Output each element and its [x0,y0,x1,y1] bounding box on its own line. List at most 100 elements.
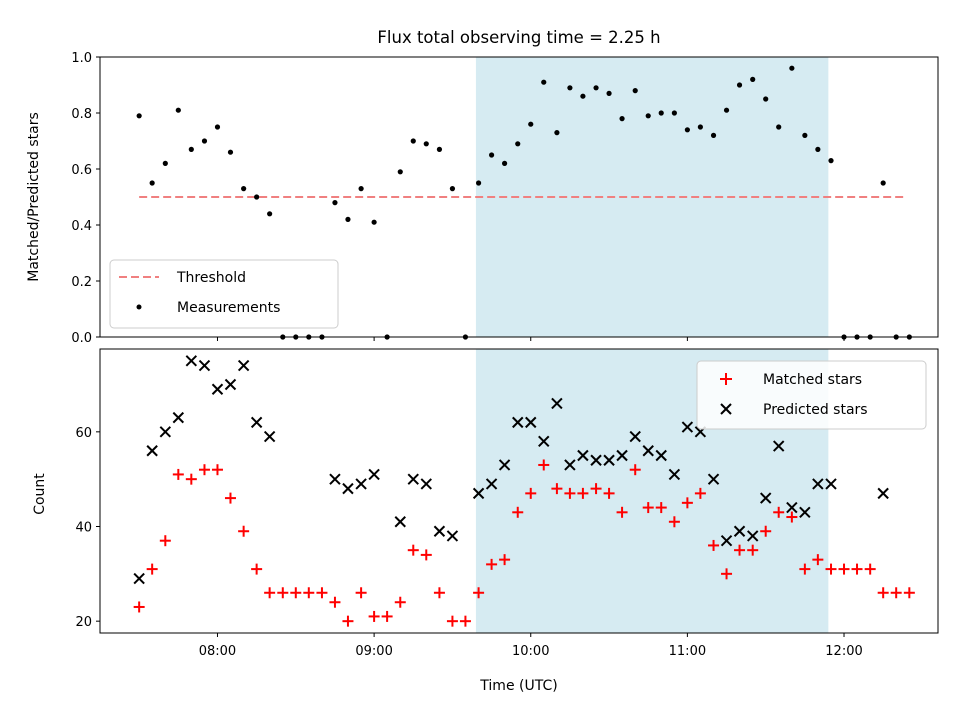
measurement-point [345,216,351,222]
measurement-point [671,110,677,116]
measurement-point [567,85,573,91]
ratio-y-tick-label: 0.4 [71,219,92,234]
measurement-point [697,124,703,130]
predicted-star-point [616,449,628,462]
matched-star-point [799,563,811,575]
legend-predicted-label: Predicted stars [763,402,868,418]
matched-star-point [668,516,680,528]
time-x-tick-label: 10:00 [512,644,549,659]
matched-star-point [786,511,798,523]
measurement-point [684,127,690,133]
matched-star-point [538,459,550,471]
predicted-star-point [185,355,198,367]
matched-star-point [877,587,889,599]
predicted-star-point [420,478,432,490]
matched-star-point [851,563,863,575]
ratio-panel: 0.0 0.2 0.4 0.6 0.8 1.0 Matched/Predicted sta… [26,51,939,346]
measurement-point [554,130,560,136]
measurement-point [776,124,782,130]
predicted-star-point [746,530,759,542]
matched-star-point [329,596,341,608]
measurement-point [815,146,821,152]
predicted-star-point [603,454,615,466]
predicted-star-point [263,430,276,443]
matched-star-point [303,587,315,599]
time-x-tick-label: 11:00 [669,644,706,659]
counts-legend: Matched stars Predicted stars [696,360,927,430]
predicted-star-point [668,468,681,481]
matched-star-point [525,487,537,499]
predicted-star-point [629,430,641,443]
measurement-point [580,93,586,99]
predicted-star-point [538,435,550,448]
time-xlabel: Time (UTC) [479,678,557,694]
ratio-y-tick-label: 0.2 [71,275,92,290]
count-y-tick-label: 40 [75,521,92,536]
matched-star-point [603,487,615,499]
matched-star-point [316,587,328,599]
ratio-panel-frame [99,56,939,338]
predicted-star-point [342,482,354,495]
matched-star-point [342,615,354,627]
measurement-point [267,211,273,217]
matched-star-point [420,549,432,561]
predicted-star-point [394,516,406,528]
measurement-point [488,152,495,158]
predicted-star-point [329,473,341,485]
measurement-point [723,107,730,113]
measurement-point [880,180,886,186]
predicted-star-point [772,440,785,452]
predicted-star-point [525,416,537,429]
time-x-tick-label: 09:00 [355,644,392,659]
measurement-point [606,90,612,96]
measurement-point [632,88,638,94]
matched-star-point [564,487,576,499]
predicted-star-point [812,478,824,490]
measurement-point [515,141,521,147]
measurement-point [736,82,743,88]
measurement-point [201,138,208,144]
ratio-y-tick-label: 0.6 [71,163,92,178]
predicted-star-point [472,487,485,500]
predicted-star-point [446,530,459,542]
matched-star-point [825,563,837,575]
legend-threshold-label: Threshold [176,270,246,286]
matched-star-point [655,502,667,514]
predicted-star-point [159,426,172,438]
predicted-star-point [877,487,889,500]
matched-star-point [577,487,589,499]
matched-star-point [394,596,406,608]
predicted-star-point [590,454,602,466]
measurement-point [528,121,534,127]
matched-star-point [381,610,393,622]
count-y-tick-label: 60 [75,426,92,441]
measurement-point [214,124,221,130]
predicted-star-point [433,525,446,537]
predicted-star-point [655,449,667,462]
predicted-star-point [825,478,837,490]
matched-star-point [133,601,145,613]
matched-star-point [224,492,236,504]
matched-star-point [747,544,759,556]
measurement-point [593,85,599,91]
measurement-point [501,160,508,166]
measurement-point [254,194,260,200]
ratio-legend: Threshold Measurements [109,259,339,329]
legend-matched-swatch [720,373,732,385]
matched-star-point [838,563,850,575]
measurement-point [371,219,377,225]
measurement-point [175,107,181,113]
predicted-star-point [759,492,772,504]
measurement-point [789,65,795,71]
measurement-point [763,96,769,102]
time-x-tick-label: 08:00 [199,644,236,659]
matched-star-point [146,563,158,575]
predicted-star-point [681,421,694,433]
measurement-point [188,146,194,152]
matched-star-point [616,506,628,518]
matched-star-point [355,587,367,599]
measurement-point [449,186,456,192]
matched-star-point [760,525,772,537]
matched-star-point [446,615,458,627]
predicted-star-point [642,445,654,457]
